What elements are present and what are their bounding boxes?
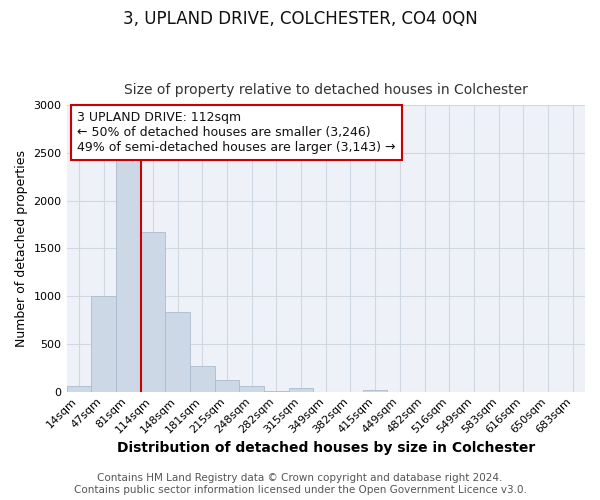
X-axis label: Distribution of detached houses by size in Colchester: Distribution of detached houses by size … (116, 441, 535, 455)
Text: 3, UPLAND DRIVE, COLCHESTER, CO4 0QN: 3, UPLAND DRIVE, COLCHESTER, CO4 0QN (122, 10, 478, 28)
Text: Contains HM Land Registry data © Crown copyright and database right 2024.
Contai: Contains HM Land Registry data © Crown c… (74, 474, 526, 495)
Bar (116, 156, 140, 392)
Bar (165, 312, 190, 392)
Bar (215, 380, 239, 392)
Bar (363, 390, 388, 392)
Bar (190, 366, 215, 392)
Bar (140, 232, 165, 392)
Bar (264, 390, 289, 392)
Bar (67, 386, 91, 392)
Bar (239, 386, 264, 392)
Bar (289, 388, 313, 392)
Bar (91, 296, 116, 392)
Title: Size of property relative to detached houses in Colchester: Size of property relative to detached ho… (124, 83, 528, 97)
Text: 3 UPLAND DRIVE: 112sqm
← 50% of detached houses are smaller (3,246)
49% of semi-: 3 UPLAND DRIVE: 112sqm ← 50% of detached… (77, 111, 395, 154)
Y-axis label: Number of detached properties: Number of detached properties (15, 150, 28, 347)
